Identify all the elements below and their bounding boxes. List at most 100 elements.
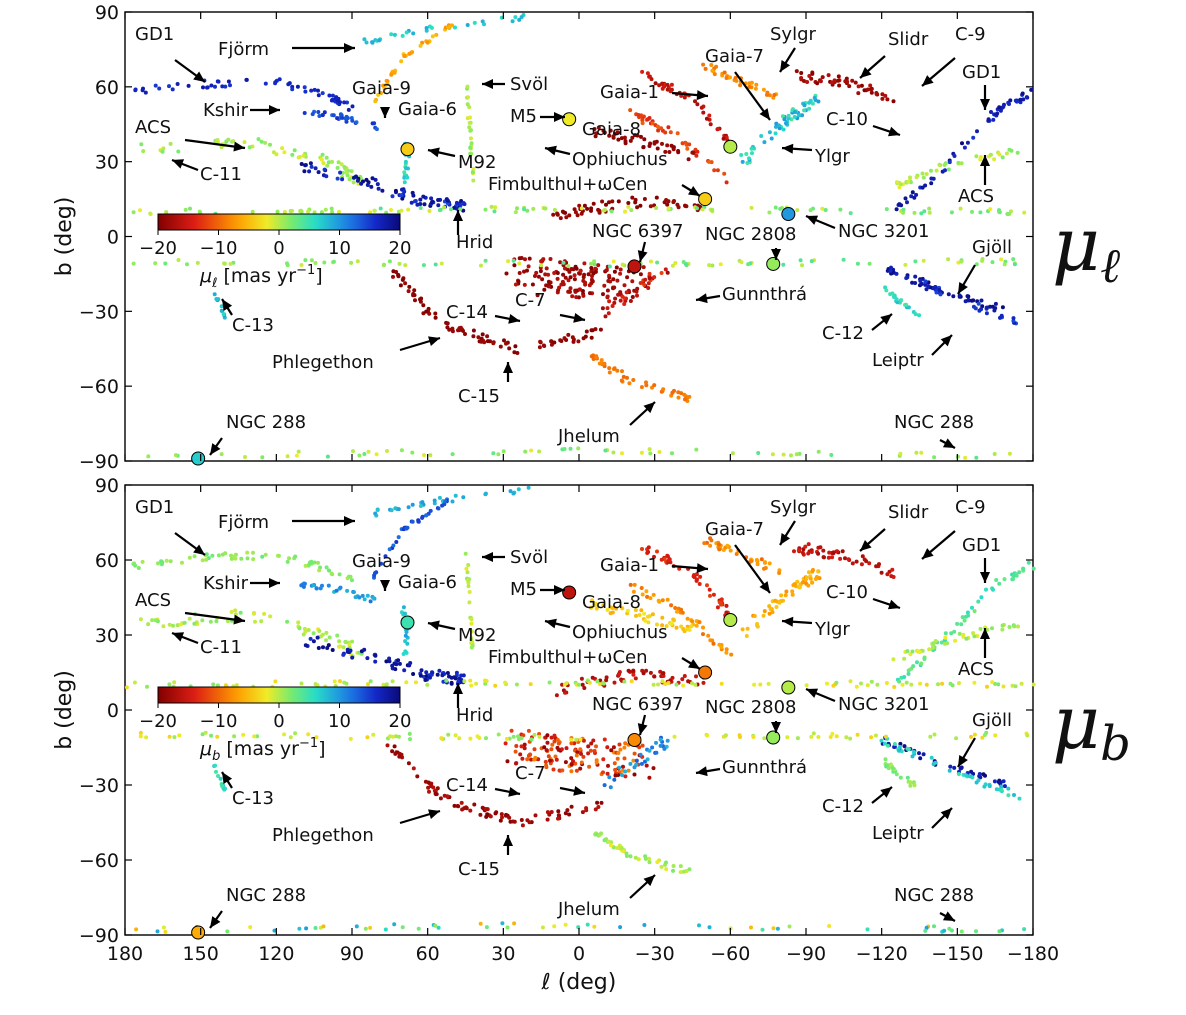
star-point xyxy=(309,258,314,263)
star-point xyxy=(770,610,775,615)
star-point xyxy=(917,650,922,655)
star-point xyxy=(578,268,583,273)
star-point xyxy=(762,609,767,614)
star-point xyxy=(625,275,630,280)
star-point xyxy=(303,563,308,568)
star-point xyxy=(664,860,668,865)
star-point xyxy=(320,152,325,157)
star-point xyxy=(972,732,977,737)
star-point xyxy=(952,154,957,158)
star-point xyxy=(228,83,232,88)
star-point xyxy=(1012,262,1017,267)
star-point xyxy=(1018,97,1023,102)
star-point xyxy=(589,335,594,340)
star-point xyxy=(701,680,706,685)
star-point xyxy=(480,332,485,337)
star-point xyxy=(943,635,948,640)
star-point xyxy=(921,752,926,757)
star-point xyxy=(404,30,409,35)
star-point xyxy=(519,818,524,822)
star-point xyxy=(904,680,909,685)
star-point xyxy=(655,622,659,627)
star-point xyxy=(469,621,474,626)
star-point xyxy=(631,672,636,677)
star-point xyxy=(1026,560,1031,565)
star-point xyxy=(619,378,624,383)
star-point xyxy=(670,675,675,680)
star-point xyxy=(496,732,501,737)
star-point xyxy=(1000,305,1005,310)
star-point xyxy=(157,86,162,91)
star-point xyxy=(557,768,562,773)
star-point xyxy=(401,605,406,610)
star-point xyxy=(561,260,566,265)
star-point xyxy=(538,269,543,274)
star-point xyxy=(540,277,545,282)
arrow-head xyxy=(573,785,585,796)
star-point xyxy=(324,630,329,635)
star-point xyxy=(678,870,683,875)
star-point xyxy=(734,78,739,83)
stream-label: M92 xyxy=(458,625,496,646)
arrow-head xyxy=(780,533,791,545)
stream-label: C-7 xyxy=(515,290,546,311)
star-point xyxy=(567,812,572,817)
star-point xyxy=(450,452,455,457)
star-point xyxy=(774,605,779,609)
star-point xyxy=(801,580,805,585)
star-point xyxy=(612,777,617,782)
star-point xyxy=(1011,577,1016,581)
star-point xyxy=(478,812,483,817)
star-point xyxy=(990,626,994,631)
star-point xyxy=(342,100,347,105)
star-point xyxy=(638,281,643,285)
star-point xyxy=(350,104,355,109)
star-point xyxy=(225,929,230,934)
star-point xyxy=(659,126,664,131)
star-point xyxy=(647,271,652,276)
star-point xyxy=(828,735,833,739)
star-point xyxy=(800,263,804,268)
star-point xyxy=(574,753,579,758)
star-point xyxy=(542,745,547,750)
star-point xyxy=(479,263,483,268)
star-point xyxy=(1007,147,1012,152)
star-point xyxy=(990,304,995,309)
star-point xyxy=(622,756,627,761)
star-point xyxy=(390,679,395,684)
star-point xyxy=(1021,566,1026,571)
star-point xyxy=(175,623,180,628)
star-point xyxy=(542,206,547,211)
star-point xyxy=(612,300,617,305)
star-point xyxy=(965,140,970,145)
star-point xyxy=(216,774,220,778)
star-point xyxy=(890,567,895,572)
star-point xyxy=(172,680,177,685)
star-point xyxy=(534,270,539,275)
star-point xyxy=(917,313,922,318)
star-point xyxy=(514,682,519,687)
star-point xyxy=(160,149,165,154)
star-point xyxy=(605,607,610,612)
star-point xyxy=(532,732,537,737)
star-point xyxy=(959,259,964,264)
star-point xyxy=(412,288,417,293)
star-point xyxy=(342,165,347,169)
star-point xyxy=(606,763,610,768)
star-point xyxy=(905,746,910,751)
arrow-head xyxy=(554,112,565,122)
star-point xyxy=(964,773,968,778)
star-point xyxy=(986,117,991,122)
star-point xyxy=(638,203,643,208)
star-point xyxy=(519,256,524,260)
star-point xyxy=(605,288,610,293)
star-point xyxy=(656,128,661,133)
star-point xyxy=(140,559,145,564)
star-point xyxy=(572,741,577,746)
star-point xyxy=(918,756,923,761)
star-point xyxy=(463,332,467,336)
star-point xyxy=(666,206,671,211)
star-point xyxy=(182,620,187,625)
star-point xyxy=(550,742,555,747)
star-point xyxy=(558,338,563,343)
